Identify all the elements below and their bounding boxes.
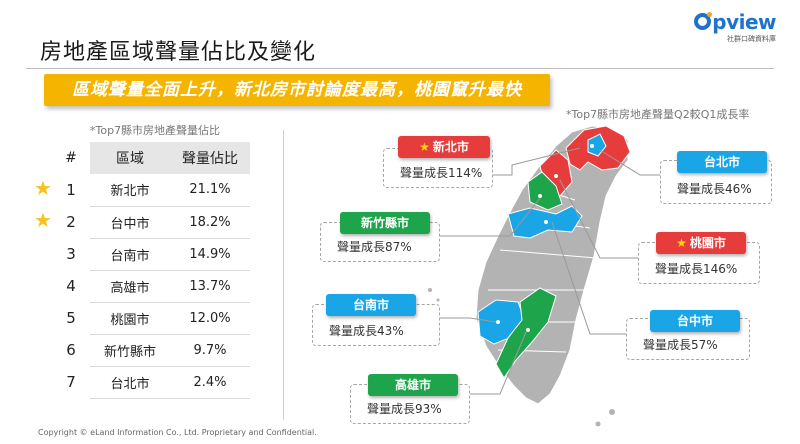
logo-subtitle: 社群口碑資料庫 [727, 35, 776, 43]
table-row: 台中市 18.2% [90, 206, 250, 239]
growth-value: 聲量成長87% [337, 240, 412, 254]
share-table: 區域 聲量佔比 新北市 21.1% 台中市 18.2% 台南市 14.9% 高雄市 13… [90, 142, 250, 399]
marker-dot [590, 144, 594, 148]
table-row: 新北市 21.1% [90, 174, 250, 207]
hsinchu-region [527, 171, 563, 211]
table-caption: *Top7縣市房地產聲量佔比 [90, 124, 221, 137]
marker-dot [496, 320, 500, 324]
rank-number: 5 [66, 309, 76, 327]
tag-new-taipei: ★ 新北市 [398, 136, 490, 158]
tag-taipei: 台北市 [677, 151, 767, 173]
tag-label: 台北市 [703, 155, 740, 169]
marker-dot [554, 174, 558, 178]
headline-banner: 區域聲量全面上升，新北房市討論度最高，桃園竄升最快 [44, 74, 550, 106]
rank-number: 4 [66, 277, 76, 295]
rank-header: # [65, 150, 77, 166]
map-caption: *Top7縣市房地產聲量Q2較Q1成長率 [566, 108, 750, 121]
star-icon: ★ [419, 140, 430, 154]
star-icon: ★ [676, 236, 687, 250]
star-icon: ★ [34, 176, 52, 200]
opview-logo: pview 社群口碑資料庫 [694, 12, 776, 44]
tag-label: 高雄市 [394, 378, 431, 392]
region-cell: 高雄市 [90, 270, 170, 303]
table-row: 桃園市 12.0% [90, 302, 250, 335]
region-cell: 新北市 [90, 174, 170, 207]
growth-value: 聲量成長146% [655, 262, 738, 276]
region-cell: 台南市 [90, 238, 170, 271]
leader-line [440, 317, 497, 323]
share-cell: 14.9% [170, 238, 250, 271]
leader-line [599, 149, 660, 176]
section-divider [283, 130, 284, 420]
tag-label: 桃園市 [689, 236, 726, 250]
tag-label: 新竹縣市 [360, 216, 409, 230]
tag-taichung: 台中市 [650, 310, 740, 332]
region-cell: 桃園市 [90, 302, 170, 335]
rank-number: 3 [66, 245, 76, 263]
island [428, 288, 432, 292]
share-cell: 12.0% [170, 302, 250, 335]
region-header: 區域 [90, 142, 170, 174]
region-cell: 台中市 [90, 206, 170, 239]
island [609, 409, 615, 415]
tag-tainan: 台南市 [326, 294, 416, 316]
leader-line [490, 147, 581, 176]
page-title: 房地產區域聲量佔比及變化 [40, 40, 317, 65]
leader-line [551, 221, 626, 335]
rank-number: 6 [66, 341, 76, 359]
marker-dot [526, 328, 530, 332]
table-row: 高雄市 13.7% [90, 270, 250, 303]
table-row: 新竹縣市 9.7% [90, 334, 250, 367]
tag-hsinchu: 新竹縣市 [340, 212, 430, 234]
growth-value: 聲量成長57% [643, 338, 718, 352]
leader-line [440, 197, 541, 237]
rank-number: 1 [66, 181, 76, 199]
tag-label: 新北市 [432, 140, 469, 154]
table-row: 台北市 2.4% [90, 366, 250, 399]
banner-text: 區域聲量全面上升，新北房市討論度最高，桃園竄升最快 [72, 80, 522, 100]
share-cell: 2.4% [170, 366, 250, 399]
share-cell: 13.7% [170, 270, 250, 303]
share-cell: 9.7% [170, 334, 250, 367]
copyright-footer: Copyright © eLand Information Co., Ltd. … [38, 428, 317, 437]
growth-value: 聲量成長43% [329, 324, 404, 338]
island [595, 421, 601, 427]
tag-kaohsiung: 高雄市 [368, 374, 458, 396]
star-icon: ★ [34, 208, 52, 232]
title-divider [26, 68, 774, 69]
logo-wordmark: pview [694, 12, 776, 32]
tag-taoyuan: ★ 桃園市 [656, 232, 746, 254]
share-header: 聲量佔比 [170, 142, 250, 174]
share-cell: 18.2% [170, 206, 250, 239]
leader-line [559, 179, 638, 259]
region-cell: 台北市 [90, 366, 170, 399]
marker-dot [544, 220, 548, 224]
tag-label: 台南市 [352, 298, 389, 312]
marker-dot [538, 194, 542, 198]
growth-value: 聲量成長93% [367, 402, 442, 416]
growth-value: 聲量成長114% [400, 166, 483, 180]
growth-value: 聲量成長46% [677, 182, 752, 196]
leader-line [470, 331, 527, 395]
share-cell: 21.1% [170, 174, 250, 207]
tag-label: 台中市 [676, 314, 713, 328]
rank-number: 7 [66, 373, 76, 391]
logo-word-text: pview [712, 10, 776, 34]
rank-number: 2 [66, 213, 76, 231]
logo-o-icon [694, 12, 713, 30]
table-row: 台南市 14.9% [90, 238, 250, 271]
island [436, 298, 440, 302]
region-cell: 新竹縣市 [90, 334, 170, 367]
